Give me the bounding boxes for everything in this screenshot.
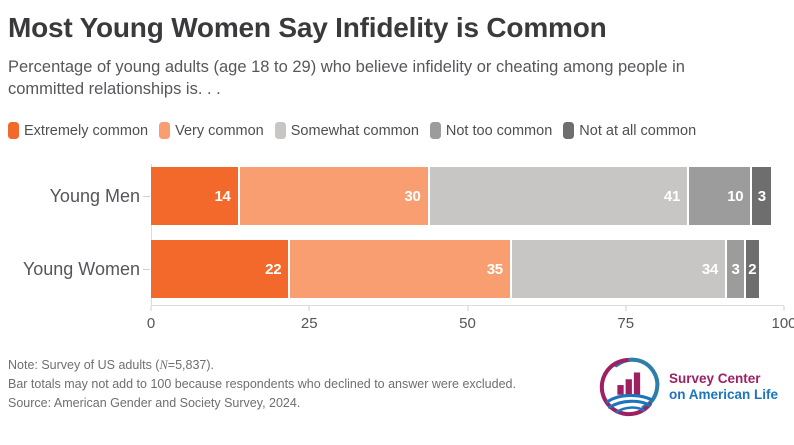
bar-segment: 2 [746,240,759,299]
chart-footer: Note: Survey of US adults (N=5,837). Bar… [8,356,784,418]
x-axis-tick [467,306,468,312]
note-line-3: Source: American Gender and Society Surv… [8,395,301,410]
chart-subtitle: Percentage of young adults (age 18 to 29… [8,57,784,101]
bar-row: Young Women 22 35 34 3 2 [8,240,784,299]
category-label: Young Men [49,185,140,206]
bar-segment-value: 30 [404,187,421,205]
note-line-2: Bar totals may not add to 100 because re… [8,376,516,391]
x-axis-tick [625,306,627,312]
legend-item: Extremely common [8,122,149,140]
legend-swatch [159,122,171,140]
bar-segment: 10 [689,167,753,226]
legend-label: Somewhat common [290,122,419,139]
bar-segment-value: 2 [748,260,757,278]
bar-row: Young Men 14 30 41 10 3 [8,167,784,226]
legend-swatch [274,122,286,140]
bar-segment-value: 3 [757,187,766,205]
x-axis-tick-label: 25 [300,315,318,333]
bar-track: 14 30 41 10 3 [143,167,784,226]
bar-segment-value: 34 [701,260,719,278]
legend-label: Very common [175,122,264,139]
legend-item: Not at all common [563,122,697,140]
x-axis-tick [308,306,310,312]
bar-segment: 34 [511,240,728,299]
page-title: Most Young Women Say Infidelity is Commo… [8,12,607,43]
chart-subtitle-line-1: Percentage of young adults (age 18 to 29… [8,58,685,77]
legend-label: Not at all common [579,122,697,139]
bar-segment-value: 10 [727,187,744,205]
legend-label: Extremely common [24,122,149,139]
x-axis-tick [150,306,152,312]
x-axis-tick-label: 100 [771,315,794,333]
bar-segment: 22 [151,240,291,299]
category-label: Young Women [22,258,140,279]
bar-segment-value: 3 [731,260,740,278]
legend-label: Not too common [445,122,553,139]
footnotes: Note: Survey of US adults (N=5,837). Bar… [8,356,516,412]
legend-item: Not too common [429,122,553,140]
x-axis-tick-label: 0 [146,315,156,333]
bar-segment: 3 [752,167,772,226]
bar-segment-value: 41 [663,187,681,205]
logo-name-line-2: on American Life [668,387,778,403]
italic-n: N [159,358,168,373]
chart-legend: Extremely common Very common Somewhat comm… [8,122,784,140]
bar-segment: 41 [429,167,690,226]
bar-segment: 30 [239,167,430,226]
bar-segment-value: 22 [265,260,282,278]
survey-center-logo-text: Survey Center on American Life [669,371,778,403]
bar-segment: 14 [151,167,240,226]
note-line-1: Note: Survey of US adults (N=5,837). [8,358,215,373]
bar-segment-value: 14 [214,187,231,205]
x-axis-tick [783,306,785,312]
legend-swatch [563,122,575,140]
x-axis-tick-label: 50 [459,315,476,333]
legend-swatch [8,122,19,140]
bar-rows: Young Men 14 30 41 10 3 Young Women 22 35 34 3 2 [8,167,784,299]
x-axis-tick-label: 75 [617,315,635,333]
logo-name-line-1: Survey Center [668,371,761,387]
bar-segment-value: 35 [486,260,503,278]
legend-item: Somewhat common [274,122,419,140]
bar-segment: 3 [727,240,746,299]
legend-item: Very common [159,122,264,140]
y-axis-line [151,164,152,306]
survey-center-logo: Survey Center on American Life [598,356,778,418]
chart-subtitle-line-2: committed relationships is. . . [8,80,221,99]
bar-segment: 35 [290,240,512,299]
survey-center-logo-icon [599,357,660,417]
legend-swatch [429,122,441,140]
x-axis: 0 25 50 75 100 [147,305,794,342]
bar-track: 22 35 34 3 2 [143,240,784,299]
